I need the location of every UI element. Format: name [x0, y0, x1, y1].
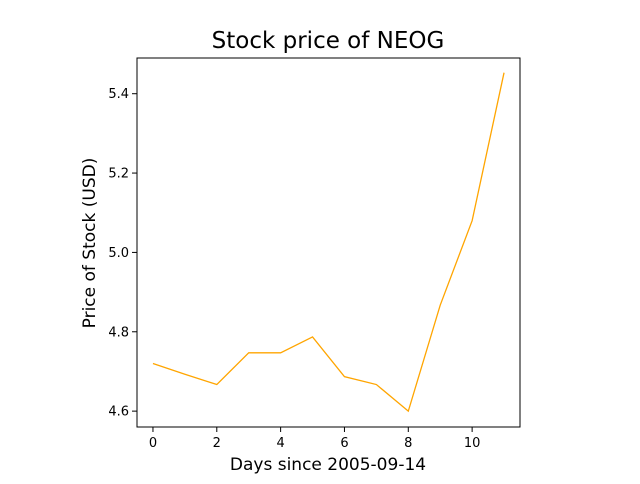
chart-title: Stock price of NEOG: [212, 28, 445, 54]
series-line-0: [152, 72, 505, 413]
y-tick-label: 5.2: [108, 167, 129, 182]
x-axis-label: Days since 2005-09-14: [230, 455, 426, 475]
y-axis-label: Price of Stock (USD): [80, 158, 100, 329]
plot-frame: [136, 57, 521, 428]
y-tick-label: 5.0: [108, 246, 129, 261]
y-tick-label: 4.6: [108, 405, 129, 420]
x-tick-label: 2: [213, 436, 221, 451]
x-tick-label: 10: [464, 436, 481, 451]
plot-area: 0 2 4 6 8 10 4.6 4.8 5.0 5.2 5.4: [108, 57, 521, 451]
x-tick-label: 0: [149, 436, 157, 451]
x-tick-label: 8: [404, 436, 412, 451]
x-tick-label: 4: [276, 436, 284, 451]
y-tick-label: 4.8: [108, 325, 129, 340]
x-tick-label: 6: [340, 436, 348, 451]
y-tick-label: 5.4: [108, 87, 129, 102]
